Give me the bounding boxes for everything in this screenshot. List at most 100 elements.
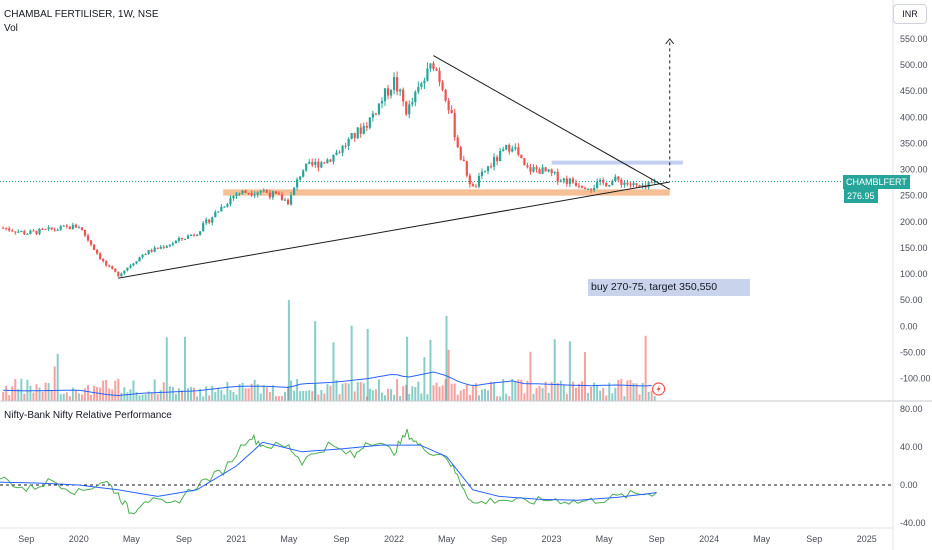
time-tick-label: 2022	[384, 534, 404, 544]
volume-bar	[502, 379, 505, 401]
volume-bar	[235, 394, 238, 401]
volume-bar	[638, 394, 641, 401]
candle-body	[14, 231, 17, 233]
volume-bar	[90, 395, 93, 401]
volume-bar	[274, 396, 277, 401]
perf-tick-label: 80.00	[900, 404, 923, 414]
candle-body	[538, 169, 541, 174]
volume-bar	[332, 342, 335, 401]
volume-bar	[377, 379, 380, 401]
volume-bar	[550, 381, 553, 401]
currency-button[interactable]: INR	[893, 4, 927, 24]
volume-bar	[253, 379, 256, 401]
volume-bar	[426, 394, 429, 401]
candle-body	[386, 88, 390, 96]
candle-body	[574, 182, 578, 186]
volume-bar	[283, 391, 286, 401]
candle-body	[596, 181, 599, 188]
candle-body	[286, 199, 290, 205]
volume-bar	[20, 378, 23, 401]
candle-body	[56, 229, 59, 231]
candle-body	[347, 138, 350, 147]
candle-body	[399, 89, 402, 92]
candle-body	[362, 125, 365, 134]
volume-bar	[447, 349, 450, 401]
candle-body	[502, 149, 505, 151]
volume-bar	[532, 393, 535, 401]
candle-body	[593, 187, 596, 190]
candle-body	[235, 193, 238, 196]
volume-bar	[56, 353, 59, 401]
candle-body	[226, 204, 229, 207]
volume-bar	[150, 392, 153, 401]
volume-bar	[50, 390, 53, 401]
volume-bar	[417, 381, 420, 401]
volume-bar	[438, 386, 441, 401]
candle-body	[405, 101, 408, 115]
volume-bar	[323, 393, 326, 401]
volume-bar	[105, 380, 108, 401]
candle-body	[408, 104, 411, 115]
volume-bar	[565, 394, 568, 401]
volume-ma-line	[3, 371, 652, 397]
candle-body	[411, 102, 414, 105]
candle-body	[468, 175, 471, 185]
candle-body	[589, 188, 593, 190]
volume-bar	[596, 384, 599, 401]
candle-body	[132, 263, 135, 266]
indicator-label: Nifty-Bank Nifty Relative Performance	[4, 410, 172, 421]
time-tick-label: May	[123, 534, 141, 544]
candle-body	[344, 145, 347, 147]
volume-label: Vol	[4, 23, 18, 34]
volume-bar	[193, 387, 196, 401]
candle-body	[535, 167, 538, 170]
time-tick-label: 2020	[69, 534, 89, 544]
candle-body	[565, 178, 568, 184]
candle-body	[377, 103, 381, 115]
volume-bar	[635, 383, 638, 401]
price-tick-label: 200.00	[900, 217, 928, 227]
candle-body	[244, 190, 247, 193]
volume-bar	[577, 383, 580, 401]
candle-body	[41, 228, 44, 230]
volume-bar	[456, 394, 459, 401]
volume-bar	[77, 393, 80, 401]
candle-body	[496, 157, 499, 162]
volume-bar	[499, 396, 502, 401]
volume-bar	[399, 396, 402, 401]
volume-bar	[359, 382, 362, 401]
volume-bar	[380, 392, 383, 401]
volume-bar	[5, 385, 8, 401]
candle-body	[259, 191, 262, 193]
volume-bar	[277, 396, 280, 401]
candle-body	[323, 162, 326, 164]
candle-body	[474, 186, 478, 188]
candle-body	[317, 161, 320, 168]
volume-bar	[250, 383, 253, 401]
candle-body	[483, 171, 487, 173]
volume-bar	[162, 382, 165, 401]
volume-bar	[271, 385, 274, 401]
candle-body	[123, 270, 126, 274]
volume-bar	[280, 396, 283, 401]
candle-body	[138, 257, 141, 262]
time-tick-label: Sep	[333, 534, 349, 544]
volume-bar	[177, 388, 180, 401]
candle-body	[171, 243, 174, 245]
time-tick-label: 2024	[699, 534, 719, 544]
candle-body	[202, 223, 205, 232]
volume-bar	[259, 393, 262, 401]
price-tick-label: 550.00	[900, 34, 928, 44]
candle-body	[50, 227, 53, 230]
price-tick-label: 450.00	[900, 86, 928, 96]
candle-body	[29, 230, 32, 234]
candle-body	[514, 147, 517, 149]
candle-body	[547, 169, 550, 172]
candle-body	[447, 100, 450, 111]
candle-body	[223, 206, 226, 208]
candle-body	[183, 238, 187, 240]
candle-body	[471, 184, 474, 187]
candle-body	[95, 249, 99, 254]
volume-bar	[256, 384, 259, 401]
